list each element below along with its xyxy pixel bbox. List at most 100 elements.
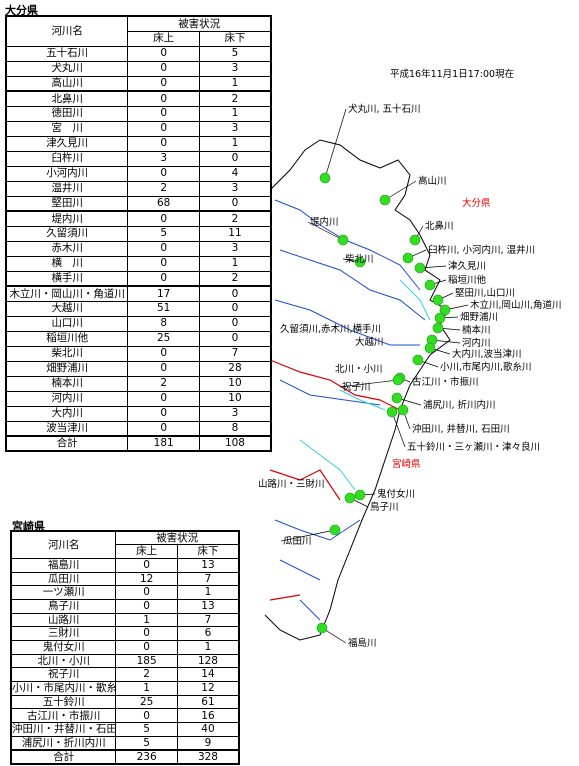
table-row: 鳥子川 0 13: [10, 598, 240, 614]
name-cell: 臼杵川: [5, 150, 129, 167]
site-dot: [414, 262, 426, 274]
number-cell: 0: [115, 598, 178, 614]
number-cell: 3: [198, 405, 272, 422]
number-cell: 236: [115, 749, 178, 765]
name-cell: 柴北川: [5, 345, 129, 362]
name-cell: 大内川: [5, 405, 129, 422]
name-cell: 稲垣川他: [5, 330, 129, 347]
number-cell: 0: [127, 270, 200, 287]
site-dot: [354, 256, 366, 268]
number-cell: 3: [198, 120, 272, 137]
table-row: 北川・小川 185 128: [10, 653, 240, 669]
map-label: 瓜田川: [283, 536, 312, 547]
site-dot: [392, 374, 404, 386]
oita-table: 河川名 被害状況 床上 床下 五十石川 0 5 犬丸川 0 3 高山川 0 1 北鼻川 0 2 徳田川 0 1 宮 川…: [5, 15, 272, 452]
table-row: 横手川 0 2: [5, 270, 272, 287]
table-row: 津久見川 0 1: [5, 135, 272, 152]
name-cell: 古江川・市振川: [10, 708, 117, 724]
name-cell: 鳥子川: [10, 598, 117, 614]
number-cell: 1: [198, 135, 272, 152]
name-cell: 堅田川: [5, 195, 129, 212]
number-cell: 13: [176, 557, 240, 573]
name-cell: 祝子川: [10, 667, 117, 683]
map-label: 久留須川,赤木川,横手川: [280, 323, 381, 335]
map-label: 楠本川: [462, 324, 491, 336]
map-label: 宮崎県: [392, 458, 421, 470]
number-cell: 3: [127, 150, 200, 167]
name-cell: 久留須川: [5, 225, 129, 242]
number-cell: 6: [176, 626, 240, 641]
name-cell: 沖田川・井替川・石田川: [10, 722, 117, 737]
site-dot: [379, 194, 391, 206]
name-cell: 浦尻川・折川内川: [10, 735, 117, 751]
name-cell: 山口川: [5, 315, 129, 332]
name-cell: 山路川: [10, 612, 117, 628]
name-cell: 北川・小川: [10, 653, 117, 669]
name-cell: 瓜田川: [10, 571, 117, 587]
number-cell: 0: [198, 285, 272, 302]
number-cell: 1: [198, 75, 272, 92]
table-row: 楠本川 2 10: [5, 375, 272, 392]
number-cell: 1: [115, 681, 178, 696]
name-cell: 波当津川: [5, 420, 129, 437]
table-row: 大越川 51 0: [5, 300, 272, 317]
name-cell: 木立川・岡山川・角道川: [5, 285, 129, 302]
header-cell: 床下: [176, 544, 240, 559]
map-label: 堅田川,山口川: [455, 288, 515, 299]
map-label: 柴北川: [345, 253, 374, 265]
site-dot: [432, 322, 444, 334]
number-cell: 7: [176, 571, 240, 587]
header-cell: 河川名: [10, 530, 117, 559]
name-cell: 宮 川: [5, 120, 129, 137]
number-cell: 11: [198, 225, 272, 242]
number-cell: 0: [127, 135, 200, 152]
site-dot: [397, 404, 409, 416]
map-label: 犬丸川, 五十石川: [348, 103, 421, 115]
map-label: 浦尻川, 折川内川: [423, 399, 496, 411]
site-dot: [439, 304, 451, 316]
name-cell: 高山川: [5, 75, 129, 92]
name-cell: 北鼻川: [5, 90, 129, 107]
number-cell: 7: [176, 612, 240, 628]
table-row: 五十石川 0 5: [5, 45, 272, 62]
table-row: 赤木川 0 3: [5, 240, 272, 257]
number-cell: 25: [115, 694, 178, 710]
number-cell: 0: [127, 60, 200, 77]
number-cell: 0: [198, 195, 272, 212]
leader-line: [384, 180, 417, 201]
name-cell: 河内川: [5, 390, 129, 407]
number-cell: 14: [176, 667, 240, 683]
name-cell: 畑野浦川: [5, 360, 129, 377]
site-dot: [386, 406, 398, 418]
oita-title: 大分県: [5, 4, 38, 17]
number-cell: 0: [127, 120, 200, 137]
number-cell: 10: [198, 375, 272, 392]
rivers-cyan: [299, 279, 431, 491]
map-label: 大越川: [355, 336, 384, 348]
table-row: 山口川 8 0: [5, 315, 272, 332]
name-cell: 犬丸川: [5, 60, 129, 77]
leader-line: [280, 529, 336, 542]
number-cell: 5: [115, 735, 178, 751]
number-cell: 2: [127, 375, 200, 392]
header-cell: 床上: [115, 544, 178, 559]
table-row: 波当津川 0 8: [5, 420, 272, 437]
number-cell: 0: [127, 255, 200, 272]
map-label: 大分県: [462, 197, 491, 209]
name-cell: 赤木川: [5, 240, 129, 257]
number-cell: 0: [198, 300, 272, 317]
number-cell: 7: [198, 345, 272, 362]
site-dot: [344, 492, 356, 504]
map-label: 臼杵川, 小河内川, 温井川: [428, 244, 535, 256]
site-dot: [434, 312, 446, 324]
number-cell: 3: [198, 60, 272, 77]
map-label: 高山川: [418, 175, 447, 187]
table-row: 浦尻川・折川内川 5 9: [10, 735, 240, 751]
number-cell: 2: [115, 667, 178, 683]
miyazaki-table: 河川名 被害状況 床上 床下 福島川 0 13 瓜田川 12 7 一ツ瀬川 0 1 鳥子川 0 13 山路川 1 7…: [10, 530, 240, 765]
number-cell: 5: [115, 722, 178, 737]
site-dot: [354, 489, 366, 501]
number-cell: 2: [198, 270, 272, 287]
number-cell: 0: [115, 708, 178, 724]
number-cell: 1: [115, 612, 178, 628]
